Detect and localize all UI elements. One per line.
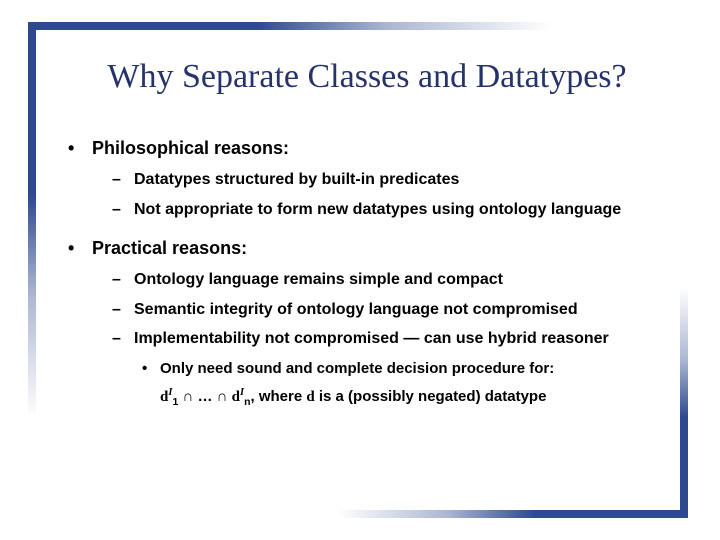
math-where: , where [250, 388, 306, 405]
bullet-text: Philosophical reasons: [92, 138, 289, 158]
frame-border-left [28, 22, 36, 518]
slide-body: •Philosophical reasons: –Datatypes struc… [68, 138, 670, 411]
subbullet-text-post: of ontology language not compromised [273, 301, 578, 318]
subbullet-text-pre: Ontology language remains [134, 271, 349, 288]
bullet-text: Practical reasons: [92, 238, 247, 258]
bullet-practical: •Practical reasons: [68, 238, 670, 259]
subbullet-not-appropriate: –Not appropriate to form new datatypes u… [112, 199, 670, 221]
math-expression: dI1 ∩ … ∩ dIn, where d is a (possibly ne… [160, 385, 670, 411]
subbullet-text-em: built-in predicates [322, 171, 460, 188]
subbullet-text-em: Implementability [134, 330, 260, 347]
frame-border-bottom [250, 510, 688, 518]
math-tail: is a (possibly negated) datatype [315, 388, 547, 405]
subbullet-text: Not appropriate to form new datatypes us… [134, 201, 621, 218]
subsubbullet-decision-procedure: •Only need sound and complete decision p… [142, 358, 670, 379]
subbullet-semantic-integrity: –Semantic integrity of ontology language… [112, 299, 670, 321]
subbullet-builtin-predicates: –Datatypes structured by built-in predic… [112, 169, 670, 191]
subbullet-text-post: not compromised — can use hybrid reasone… [260, 330, 609, 347]
subsubbullet-text: Only need sound and complete decision pr… [160, 360, 554, 377]
subbullet-simple-compact: –Ontology language remains simple and co… [112, 269, 670, 291]
subbullet-text-em: simple and compact [349, 271, 503, 288]
subbullet-implementability: –Implementability not compromised — can … [112, 328, 670, 350]
frame-border-top [28, 22, 682, 30]
bullet-philosophical: •Philosophical reasons: [68, 138, 670, 159]
frame-border-right [680, 230, 688, 518]
subbullet-text-em: Semantic integrity [134, 301, 273, 318]
subbullet-text-pre: Datatypes structured by [134, 171, 322, 188]
slide-title: Why Separate Classes and Datatypes? [54, 58, 680, 96]
